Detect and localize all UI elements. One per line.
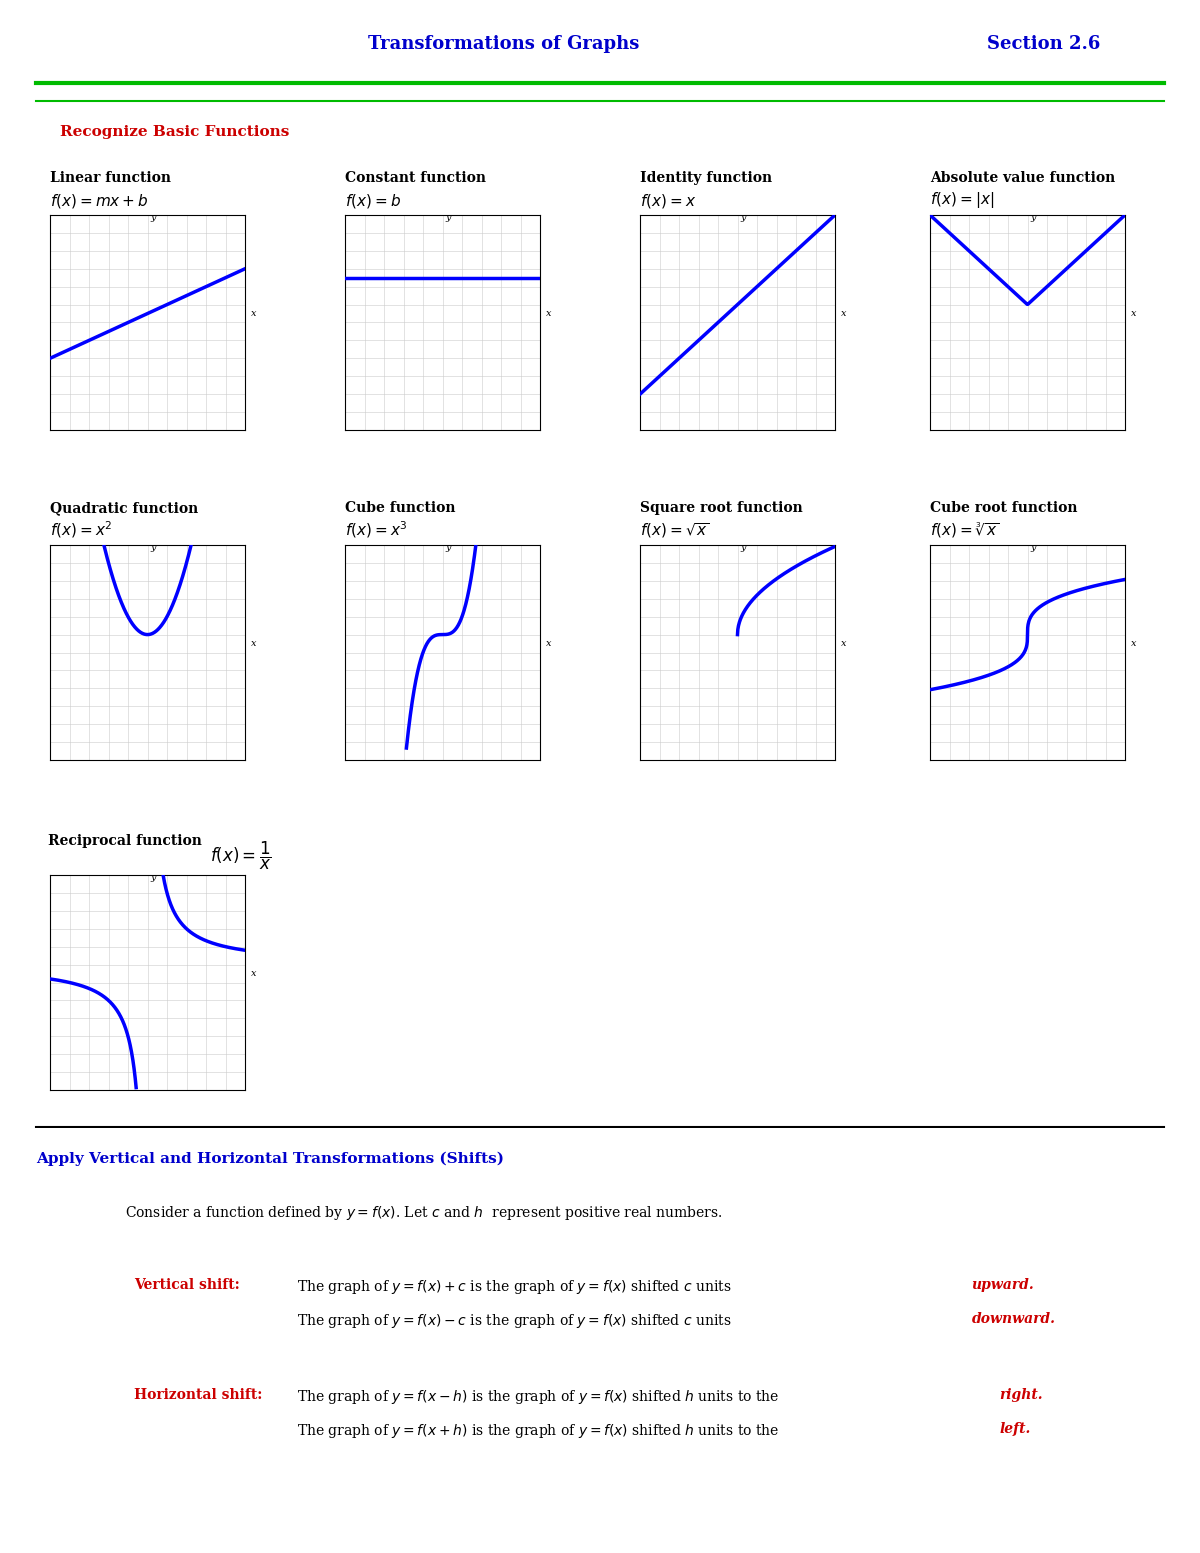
Text: Transformations of Graphs: Transformations of Graphs (368, 34, 640, 53)
Text: x: x (251, 638, 257, 648)
Text: Cube root function: Cube root function (930, 502, 1078, 516)
Text: Quadratic function: Quadratic function (50, 502, 198, 516)
Text: x: x (546, 638, 551, 648)
Text: $f(x) = \dfrac{1}{x}$: $f(x) = \dfrac{1}{x}$ (210, 840, 271, 873)
Text: y: y (740, 544, 746, 553)
Text: $f(x) = b$: $f(x) = b$ (346, 193, 401, 210)
Text: $f(x) = x^2$: $f(x) = x^2$ (50, 520, 113, 540)
Text: Constant function: Constant function (346, 171, 486, 185)
Text: x: x (1130, 309, 1136, 318)
Text: Section 2.6: Section 2.6 (988, 34, 1100, 53)
Text: y: y (740, 213, 746, 222)
Text: x: x (841, 309, 846, 318)
Text: Recognize Basic Functions: Recognize Basic Functions (60, 124, 289, 140)
Text: Linear function: Linear function (50, 171, 172, 185)
Text: $f(x) = x^3$: $f(x) = x^3$ (346, 520, 408, 540)
Text: y: y (445, 544, 451, 553)
Text: y: y (150, 213, 156, 222)
Text: Reciprocal function: Reciprocal function (48, 834, 202, 848)
Text: Absolute value function: Absolute value function (930, 171, 1115, 185)
Text: The graph of $y = f(x + h)$ is the graph of $y = f(x)$ shifted $h$ units to the: The graph of $y = f(x + h)$ is the graph… (298, 1423, 780, 1440)
Text: left.: left. (1000, 1423, 1031, 1437)
Text: Apply Vertical and Horizontal Transformations (Shifts): Apply Vertical and Horizontal Transforma… (36, 1152, 504, 1166)
Text: y: y (445, 213, 451, 222)
Text: Horizontal shift:: Horizontal shift: (134, 1388, 263, 1402)
Text: y: y (150, 873, 156, 882)
Text: x: x (1130, 638, 1136, 648)
Text: $f(x) = |x|$: $f(x) = |x|$ (930, 189, 995, 210)
Text: x: x (841, 638, 846, 648)
Text: $f(x) = \sqrt{x}$: $f(x) = \sqrt{x}$ (640, 522, 709, 540)
Text: $f(x) = mx+b$: $f(x) = mx+b$ (50, 193, 149, 210)
Text: Cube function: Cube function (346, 502, 456, 516)
Text: downward.: downward. (972, 1312, 1056, 1326)
Text: Consider a function defined by $y = f(x)$. Let $c$ and $h$  represent positive r: Consider a function defined by $y = f(x)… (125, 1204, 722, 1222)
Text: x: x (251, 969, 257, 978)
Text: Vertical shift:: Vertical shift: (134, 1278, 240, 1292)
Text: Identity function: Identity function (640, 171, 772, 185)
Text: right.: right. (1000, 1388, 1043, 1402)
Text: y: y (150, 544, 156, 553)
Text: The graph of $y = f(x) - c$ is the graph of $y = f(x)$ shifted $c$ units: The graph of $y = f(x) - c$ is the graph… (298, 1312, 732, 1329)
Text: x: x (251, 309, 257, 318)
Text: x: x (546, 309, 551, 318)
Text: y: y (1031, 544, 1036, 553)
Text: y: y (1031, 213, 1036, 222)
Text: upward.: upward. (972, 1278, 1034, 1292)
Text: The graph of $y = f(x - h)$ is the graph of $y = f(x)$ shifted $h$ units to the: The graph of $y = f(x - h)$ is the graph… (298, 1388, 780, 1405)
Text: $f(x) = x$: $f(x) = x$ (640, 193, 696, 210)
Text: Square root function: Square root function (640, 502, 803, 516)
Text: The graph of $y = f(x) + c$ is the graph of $y = f(x)$ shifted $c$ units: The graph of $y = f(x) + c$ is the graph… (298, 1278, 732, 1297)
Text: $f(x) = \sqrt[3]{x}$: $f(x) = \sqrt[3]{x}$ (930, 522, 1000, 540)
